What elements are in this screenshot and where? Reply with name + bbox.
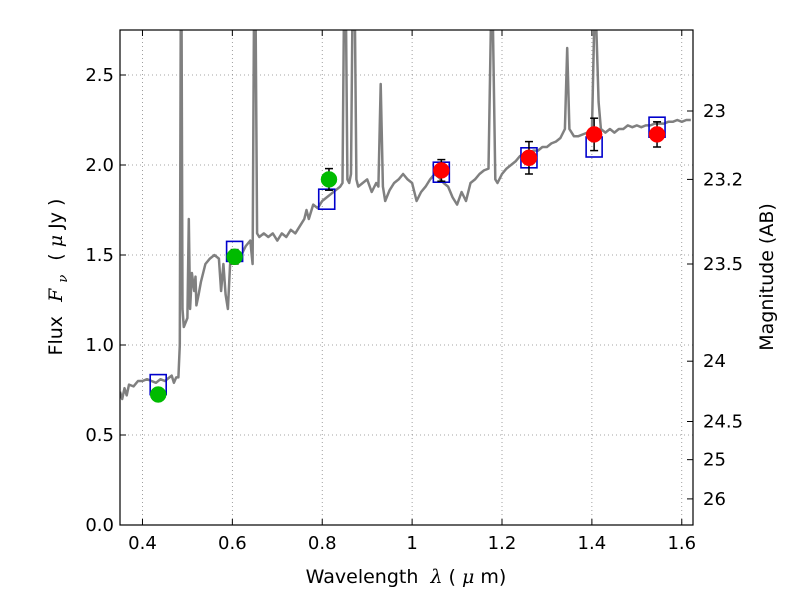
y-tick-label: 0.0 bbox=[85, 515, 114, 536]
y-axis-label-prefix: Flux bbox=[45, 316, 67, 356]
photometry-point bbox=[433, 162, 450, 179]
photometry-point bbox=[520, 149, 538, 167]
y-axis-label-subscript: ν bbox=[56, 275, 71, 283]
y2-tick-label: 23 bbox=[703, 101, 726, 122]
grid bbox=[120, 30, 693, 526]
x-tick-label: 1 bbox=[406, 533, 417, 554]
y-tick-label: 2.5 bbox=[85, 65, 114, 86]
y-axis-label-unit-mu: μ bbox=[45, 235, 67, 247]
y-tick-label: 0.5 bbox=[85, 425, 114, 446]
x-tick-label: 1.6 bbox=[667, 533, 696, 554]
photometry-point bbox=[320, 171, 338, 188]
plot-markers bbox=[149, 116, 666, 403]
y-tick-label: 1.5 bbox=[85, 245, 114, 266]
y-axis-label: Flux F ν ( μ Jy ) bbox=[45, 199, 72, 356]
x-tick-label: 1.4 bbox=[578, 533, 607, 554]
photometry-point bbox=[585, 126, 603, 143]
y2-tick-label: 24 bbox=[703, 351, 726, 372]
ticks: 0.4 0.6 0.8 1 1.2 1.4 1.6 0.0 0.5 1.0 1.5 2.0 2.5 23 2… bbox=[85, 30, 743, 554]
y2-tick-label: 26 bbox=[703, 489, 726, 510]
y2-axis-label: Magnitude (AB) bbox=[756, 203, 778, 351]
x-tick-label: 1.2 bbox=[488, 533, 517, 554]
x-axis-label: Wavelength λ ( μ m) bbox=[306, 566, 507, 588]
spectrum-line bbox=[120, 30, 691, 401]
x-axis-label-unit-mu: μ bbox=[462, 566, 474, 588]
x-axis-label-text: Wavelength bbox=[306, 566, 419, 588]
y-axis-label-symbol: F bbox=[45, 288, 67, 303]
y2-tick-label: 23.5 bbox=[703, 254, 743, 275]
x-tick-label: 0.4 bbox=[128, 533, 157, 554]
model-photometry-square bbox=[317, 188, 336, 210]
plot-frame bbox=[119, 29, 694, 526]
y-tick-label: 1.0 bbox=[85, 335, 114, 356]
y-axis-label-unit-open: ( bbox=[45, 247, 67, 260]
y-axis-label-unit-rest: Jy ) bbox=[45, 199, 67, 230]
x-axis-label-unit-rest: m) bbox=[480, 566, 506, 588]
x-axis-label-unit-open: ( bbox=[449, 566, 456, 588]
photometry-point bbox=[226, 248, 243, 266]
plot-data bbox=[120, 30, 691, 401]
photometry-point bbox=[149, 386, 167, 403]
x-tick-label: 0.6 bbox=[218, 533, 247, 554]
y2-tick-label: 23.2 bbox=[703, 169, 743, 190]
photometry-point bbox=[648, 126, 666, 143]
x-axis-label-symbol: λ bbox=[429, 566, 442, 588]
y2-tick-label: 25 bbox=[703, 450, 726, 471]
y-tick-label: 2.0 bbox=[85, 155, 114, 176]
y2-tick-label: 24.5 bbox=[703, 412, 743, 433]
x-tick-label: 0.8 bbox=[308, 533, 337, 554]
